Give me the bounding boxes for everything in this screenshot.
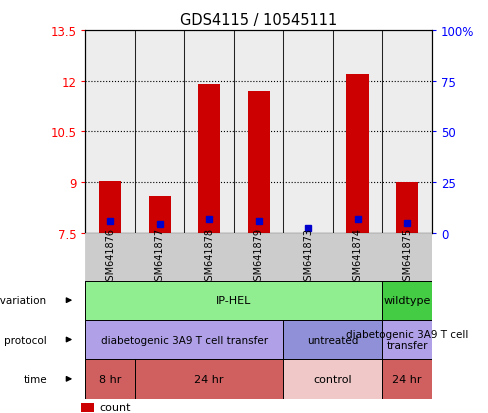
- Title: GDS4115 / 10545111: GDS4115 / 10545111: [180, 14, 337, 28]
- Bar: [184, 233, 234, 281]
- Text: GSM641874: GSM641874: [353, 228, 363, 287]
- Bar: [346, 75, 369, 233]
- Bar: [135, 359, 284, 399]
- Bar: [148, 196, 171, 233]
- Text: 24 hr: 24 hr: [194, 374, 224, 384]
- Text: GSM641873: GSM641873: [303, 228, 313, 287]
- Bar: [383, 320, 432, 359]
- Text: GSM641879: GSM641879: [254, 228, 264, 287]
- Bar: [383, 281, 432, 320]
- Text: IP-HEL: IP-HEL: [216, 295, 252, 306]
- Bar: [333, 233, 383, 281]
- Bar: [85, 320, 284, 359]
- Bar: [198, 85, 220, 233]
- Text: protocol: protocol: [4, 335, 47, 345]
- Bar: [383, 359, 432, 399]
- Bar: [396, 183, 418, 233]
- Text: GSM641877: GSM641877: [155, 228, 164, 287]
- Bar: [383, 233, 432, 281]
- Bar: [81, 403, 95, 411]
- Text: untreated: untreated: [307, 335, 359, 345]
- Text: GSM641878: GSM641878: [204, 228, 214, 287]
- Bar: [284, 31, 333, 233]
- Text: diabetogenic 3A9 T cell transfer: diabetogenic 3A9 T cell transfer: [346, 329, 468, 351]
- Bar: [85, 233, 135, 281]
- Bar: [247, 92, 270, 233]
- Text: genotype/variation: genotype/variation: [0, 295, 47, 306]
- Text: count: count: [100, 402, 131, 412]
- Bar: [234, 31, 284, 233]
- Text: diabetogenic 3A9 T cell transfer: diabetogenic 3A9 T cell transfer: [101, 335, 268, 345]
- Bar: [284, 233, 333, 281]
- Bar: [184, 31, 234, 233]
- Text: time: time: [23, 374, 47, 384]
- Text: GSM641876: GSM641876: [105, 228, 115, 287]
- Bar: [99, 181, 122, 233]
- Bar: [284, 359, 383, 399]
- Bar: [234, 233, 284, 281]
- Bar: [135, 31, 184, 233]
- Text: 24 hr: 24 hr: [392, 374, 422, 384]
- Bar: [85, 359, 135, 399]
- Bar: [284, 320, 383, 359]
- Text: wildtype: wildtype: [384, 295, 431, 306]
- Text: control: control: [314, 374, 352, 384]
- Text: 8 hr: 8 hr: [99, 374, 122, 384]
- Bar: [135, 233, 184, 281]
- Text: GSM641875: GSM641875: [402, 228, 412, 287]
- Bar: [85, 281, 383, 320]
- Bar: [383, 31, 432, 233]
- Bar: [333, 31, 383, 233]
- Bar: [85, 31, 135, 233]
